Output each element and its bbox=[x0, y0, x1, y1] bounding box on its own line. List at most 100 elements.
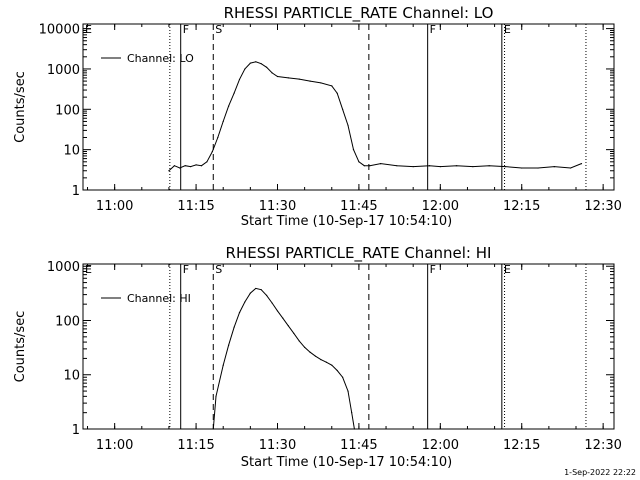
data-point bbox=[215, 395, 217, 397]
data-point bbox=[314, 355, 317, 357]
data-point bbox=[320, 82, 322, 84]
plot-frame bbox=[82, 263, 615, 430]
data-point bbox=[537, 167, 539, 169]
data-point bbox=[228, 344, 230, 346]
data-point bbox=[190, 166, 192, 168]
data-point bbox=[521, 167, 523, 169]
data-point bbox=[412, 166, 414, 168]
data-point bbox=[260, 63, 262, 65]
data-point bbox=[347, 124, 349, 126]
data-point bbox=[222, 120, 224, 123]
data-point bbox=[211, 150, 213, 153]
data-point bbox=[342, 108, 344, 110]
x-tick-label: 11:00 bbox=[96, 438, 133, 453]
legend-label: Channel: LO bbox=[127, 52, 194, 65]
x-tick-label: 12:00 bbox=[422, 438, 459, 453]
panel-hi: RHESSI PARTICLE_RATE Channel: HIF S F EE11:… bbox=[13, 244, 622, 470]
data-point bbox=[309, 351, 311, 353]
x-tick-label: 11:15 bbox=[177, 199, 214, 214]
event-marker-label: E bbox=[85, 23, 92, 36]
data-point bbox=[244, 301, 246, 303]
event-marker-label: F bbox=[430, 23, 436, 36]
x-tick-label: 12:00 bbox=[422, 199, 459, 214]
data-point bbox=[428, 165, 431, 167]
data-point bbox=[298, 340, 300, 342]
data-point bbox=[553, 166, 555, 168]
data-point bbox=[249, 62, 251, 64]
x-tick-label: 11:45 bbox=[340, 438, 377, 453]
event-marker-label: E bbox=[85, 263, 92, 276]
data-point bbox=[255, 287, 257, 290]
y-tick-label: 100 bbox=[55, 314, 80, 329]
data-point bbox=[200, 165, 203, 167]
y-tick-label: 10 bbox=[63, 369, 80, 384]
data-point bbox=[173, 165, 175, 167]
event-marker-label: S bbox=[215, 263, 222, 276]
series-line bbox=[212, 287, 355, 430]
x-tick-label: 12:30 bbox=[584, 438, 621, 453]
data-point bbox=[287, 325, 289, 327]
series-line bbox=[168, 61, 582, 172]
data-point bbox=[271, 72, 273, 74]
data-point bbox=[266, 294, 268, 297]
data-point bbox=[455, 165, 458, 167]
event-marker-label: F bbox=[430, 263, 436, 276]
plot-frame bbox=[82, 23, 615, 191]
data-point bbox=[439, 166, 441, 168]
x-tick-label: 11:30 bbox=[259, 438, 296, 453]
data-point bbox=[212, 428, 214, 430]
x-tick-label: 12:15 bbox=[503, 438, 540, 453]
data-point bbox=[255, 61, 257, 63]
data-point bbox=[309, 80, 311, 82]
data-point bbox=[353, 428, 355, 430]
data-point bbox=[580, 163, 583, 165]
data-point bbox=[238, 78, 241, 81]
event-marker-label: S bbox=[215, 23, 222, 36]
data-point bbox=[195, 164, 197, 166]
data-point bbox=[331, 364, 333, 366]
data-point bbox=[260, 289, 262, 291]
data-point bbox=[298, 78, 300, 80]
data-point bbox=[168, 170, 170, 172]
x-tick-label: 11:15 bbox=[177, 438, 214, 453]
y-tick-label: 1000 bbox=[47, 260, 80, 275]
data-point bbox=[276, 75, 279, 78]
footer-timestamp: 1-Sep-2022 22:22 bbox=[564, 468, 636, 477]
data-point bbox=[222, 364, 224, 366]
chart-title: RHESSI PARTICLE_RATE Channel: HI bbox=[226, 244, 492, 263]
data-point bbox=[351, 412, 353, 414]
data-point bbox=[233, 92, 235, 94]
y-tick-label: 100 bbox=[55, 103, 80, 118]
data-point bbox=[336, 92, 338, 94]
x-tick-label: 11:30 bbox=[259, 199, 296, 214]
data-point bbox=[472, 166, 474, 168]
panel-lo: RHESSI PARTICLE_RATE Channel: LOF S F EE11:… bbox=[13, 4, 622, 229]
y-tick-label: 10000 bbox=[39, 23, 80, 38]
y-axis-label: Counts/sec bbox=[13, 71, 28, 143]
x-axis-label: Start Time (10-Sep-17 10:54:10) bbox=[241, 455, 452, 470]
event-marker-label: F bbox=[183, 263, 189, 276]
data-point bbox=[569, 167, 572, 169]
chart-title: RHESSI PARTICLE_RATE Channel: LO bbox=[224, 4, 494, 23]
data-point bbox=[358, 161, 360, 163]
data-point bbox=[233, 326, 235, 328]
x-tick-label: 12:15 bbox=[503, 199, 540, 214]
data-point bbox=[287, 77, 289, 79]
event-marker-label: F bbox=[183, 23, 189, 36]
data-point bbox=[238, 311, 241, 314]
data-point bbox=[179, 167, 181, 169]
data-point bbox=[304, 346, 306, 348]
data-point bbox=[325, 361, 327, 363]
data-point bbox=[184, 165, 186, 167]
x-tick-label: 11:45 bbox=[340, 199, 377, 214]
data-point bbox=[342, 376, 344, 378]
data-point bbox=[347, 390, 349, 392]
data-point bbox=[504, 166, 507, 168]
data-point bbox=[271, 302, 273, 304]
data-point bbox=[369, 165, 371, 167]
y-axis-label: Counts/sec bbox=[13, 311, 28, 383]
y-tick-label: 1000 bbox=[47, 63, 80, 78]
data-point bbox=[488, 165, 490, 167]
data-point bbox=[331, 85, 333, 87]
